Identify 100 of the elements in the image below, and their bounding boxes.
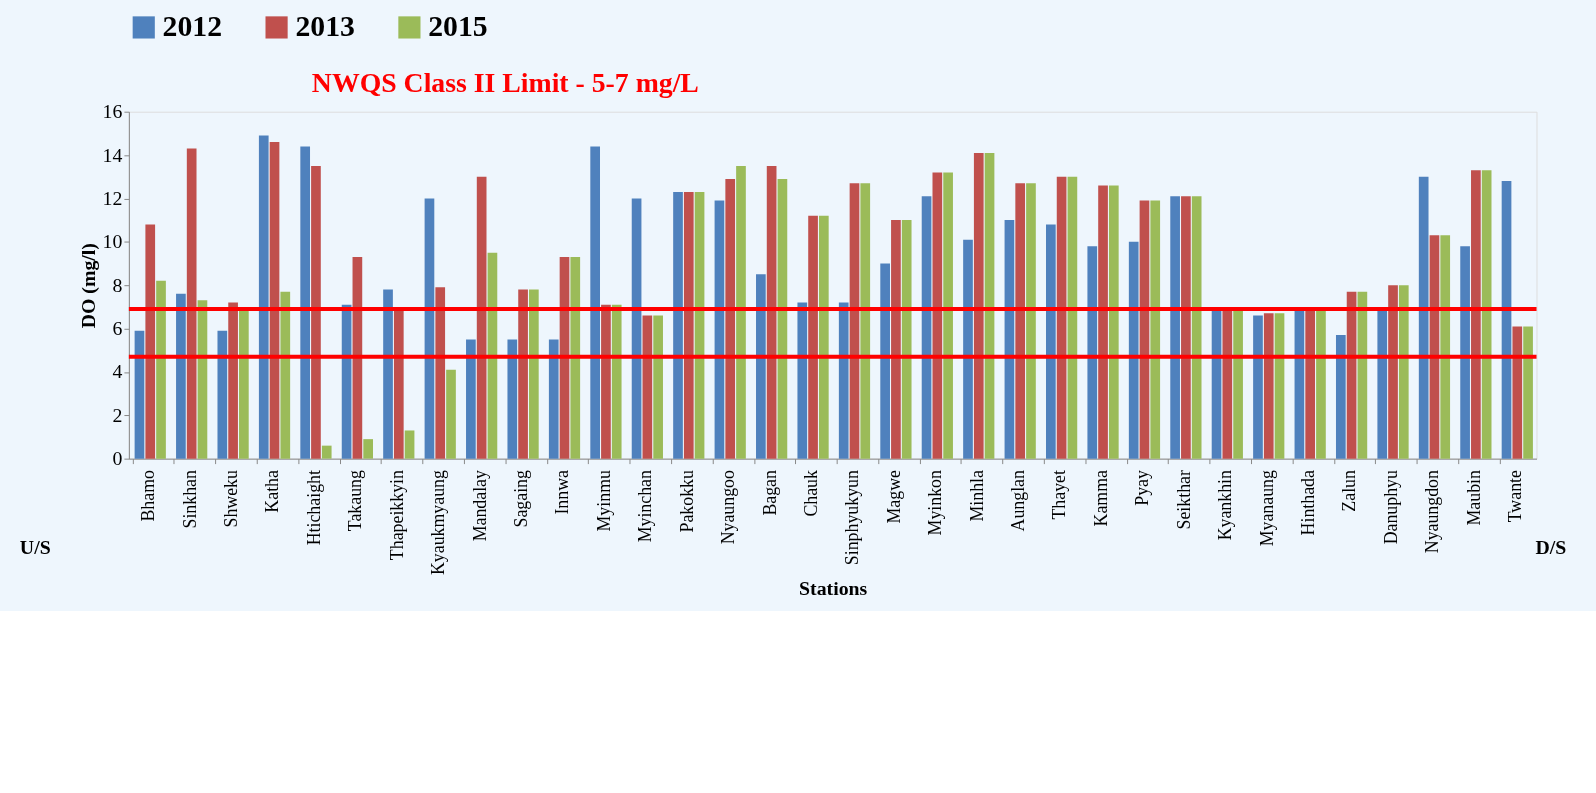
bar [1263, 313, 1274, 459]
bar [1471, 170, 1481, 459]
x-axis-title: Stations [799, 576, 868, 599]
bar [943, 172, 953, 459]
y-axis-title: DO (mg/l) [76, 243, 100, 329]
bar [694, 191, 705, 459]
bar [269, 142, 280, 459]
x-tick-label: Twante [1505, 469, 1526, 523]
bar [1274, 313, 1285, 459]
bar [1181, 196, 1191, 459]
legend-label: 2013 [295, 10, 355, 43]
bar [766, 165, 777, 459]
bar [736, 165, 746, 459]
x-tick-label: Innwa [552, 469, 573, 515]
bar [548, 339, 559, 459]
bar [932, 172, 943, 459]
x-tick-label: Magwe [883, 469, 904, 524]
bar [714, 200, 725, 459]
legend-label: 2015 [428, 10, 488, 43]
bar [590, 146, 601, 459]
bar [145, 224, 156, 459]
bar [1388, 285, 1398, 459]
x-tick-label: Myinmu [593, 469, 614, 532]
bar [601, 304, 611, 459]
y-tick-label: 8 [112, 273, 123, 296]
x-tick-label: Mandalay [469, 469, 490, 542]
text: D/S [1535, 535, 1567, 558]
bar [921, 196, 932, 459]
bar [973, 152, 984, 459]
bar [808, 215, 818, 459]
x-tick-label: Kyaukmyaung [428, 469, 449, 576]
bar [818, 215, 829, 459]
bar [797, 302, 808, 459]
bar [725, 178, 736, 459]
x-tick-label: Seikthar [1173, 470, 1194, 530]
bar [653, 315, 663, 459]
x-tick-label: Hinthada [1298, 469, 1319, 536]
x-tick-label: Takaung [345, 469, 366, 532]
bar [1377, 309, 1388, 459]
legend-label: 2012 [162, 10, 223, 43]
y-tick-label: 6 [112, 316, 123, 339]
bar [642, 315, 653, 459]
bar [239, 309, 249, 459]
x-tick-label: Myinchan [635, 469, 656, 543]
bar [466, 339, 476, 459]
y-tick-label: 14 [102, 143, 123, 166]
bar [984, 152, 995, 459]
x-tick-label: Minhla [966, 469, 987, 522]
bar [1067, 176, 1078, 459]
bar [1460, 246, 1470, 459]
x-tick-label: Chauk [800, 469, 821, 517]
bar [1222, 309, 1233, 459]
bar [880, 263, 890, 459]
bar [1056, 176, 1067, 459]
bar [476, 176, 487, 459]
x-tick-label: Kyankhin [1215, 469, 1236, 541]
bar [673, 191, 683, 459]
bar [631, 198, 642, 459]
bar [529, 289, 539, 459]
text: U/S [19, 535, 51, 558]
x-tick-label: Myinkon [925, 469, 946, 536]
x-tick-label: Katha [262, 469, 283, 513]
bar [891, 220, 901, 459]
y-tick-label: 10 [102, 230, 123, 253]
x-tick-label: Maubin [1463, 469, 1484, 526]
x-tick-label: Danuphyu [1380, 469, 1401, 545]
bar [1098, 185, 1108, 459]
bar [404, 430, 415, 459]
bar [228, 302, 238, 459]
bar [1191, 196, 1202, 459]
x-tick-label: Sinkhan [179, 469, 200, 529]
bar [1316, 309, 1326, 459]
y-tick-label: 16 [102, 100, 123, 123]
x-tick-label: Bagan [759, 469, 780, 516]
bar [849, 183, 860, 459]
bar [1398, 285, 1409, 459]
bar [963, 239, 973, 459]
bar [1004, 220, 1015, 459]
bar [311, 165, 321, 459]
x-tick-label: Nyaungoo [718, 469, 739, 545]
bar [446, 369, 456, 459]
bar [518, 289, 528, 459]
bar [611, 304, 622, 459]
x-tick-label: Kamma [1090, 469, 1111, 527]
x-tick-label: Nyaungdon [1422, 469, 1443, 554]
y-tick-label: 12 [102, 186, 123, 209]
x-tick-label: Thapeikkyin [386, 469, 407, 561]
bar [838, 302, 849, 459]
bar [383, 289, 393, 459]
bar [756, 274, 766, 459]
bar [1046, 224, 1056, 459]
bar [321, 445, 332, 459]
bar [683, 191, 694, 459]
x-tick-label: Htichaight [303, 470, 324, 546]
bar [1233, 309, 1243, 459]
bar [1501, 181, 1512, 459]
bar [156, 280, 166, 459]
bar [1335, 335, 1346, 459]
bar [570, 256, 581, 459]
x-tick-label: Thayet [1049, 470, 1070, 520]
